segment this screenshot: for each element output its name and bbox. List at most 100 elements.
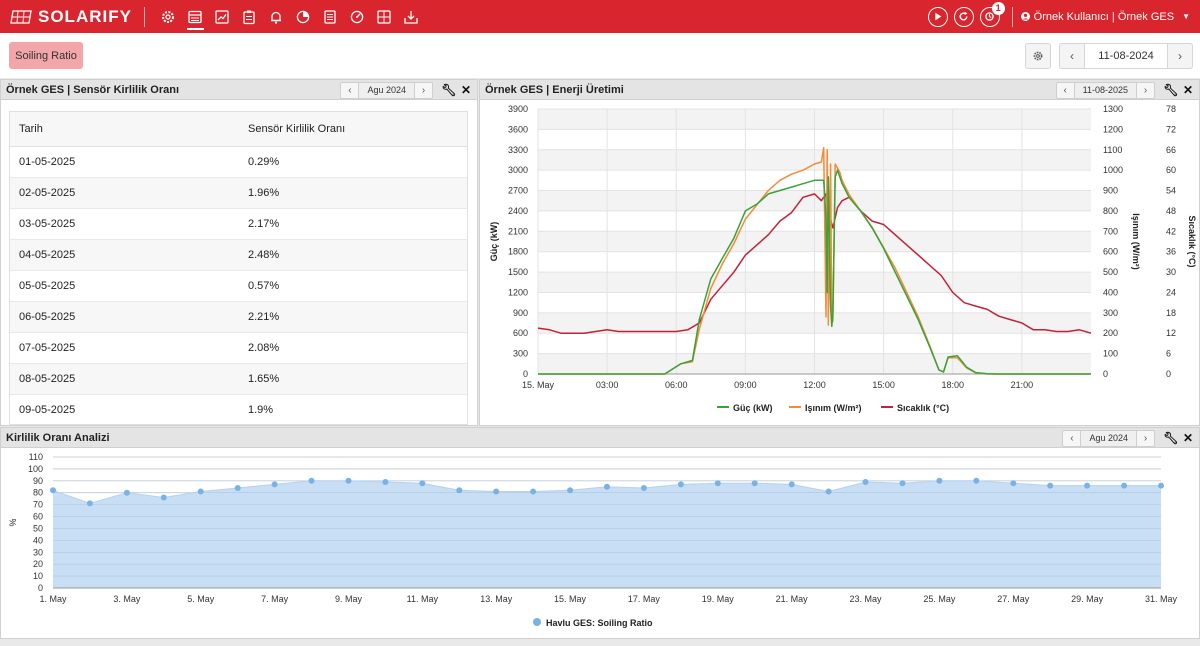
y3-tick-label: 48 [1166,206,1176,216]
y2-tick-label: 500 [1103,267,1118,277]
soiling-analysis-panel: Kirlilik Oranı Analizi ‹ Agu 2024 › 🔧︎ ✕… [0,427,1200,639]
table-row: 07-05-2025 2.08% [10,332,467,364]
solar-panel-logo-icon [10,9,32,24]
wrench-icon[interactable]: 🔧︎ [1163,431,1179,445]
next-period-button[interactable]: › [1143,432,1148,444]
nav-item-clipboard[interactable] [236,0,263,33]
y-axis-title: % [8,518,18,526]
energy-chart: 15. May 03:00 06:00 09:00 12:00 15:00 18:00 21:… [489,104,1197,413]
y2-tick-label: 1100 [1103,145,1122,155]
x-tick-label: 31. May [1145,594,1178,604]
y2-tick-label: 600 [1103,247,1118,257]
grid-icon [377,9,392,24]
data-point [1010,480,1017,487]
date-display[interactable]: 11-08-2024 [1084,44,1168,68]
nav-item-bell[interactable] [263,0,290,33]
next-period-button[interactable]: › [1143,84,1148,96]
inbox-download-icon [404,10,419,24]
y-tick-label: 110 [29,452,43,462]
ratio-cell: 0.29% [239,146,467,178]
period-label[interactable]: Agu 2024 [1080,430,1137,446]
refresh-button[interactable] [953,6,974,27]
y-tick-label: 70 [33,500,43,510]
y3-tick-label: 12 [1166,328,1176,338]
data-point [86,500,93,507]
panel-title: Örnek GES | Sensör Kirlilik Oranı [6,83,180,96]
y-tick-label: 20 [33,559,43,569]
trend-chart-icon [215,9,230,24]
sensor-soiling-panel: Örnek GES | Sensör Kirlilik Oranı ‹ Agu … [0,79,478,426]
x-tick-label: 15. May [554,594,587,604]
play-button[interactable] [927,6,948,27]
y-tick-label: 3600 [508,124,528,134]
nav-item-inbox-download[interactable] [398,0,425,33]
notification-badge: 1 [991,1,1005,15]
y3-tick-label: 66 [1166,145,1176,155]
nav-divider [143,6,145,27]
table-body: 01-05-2025 0.29% 02-05-2025 1.96% 03-05-2025… [10,146,467,424]
data-point [197,488,204,495]
wrench-icon[interactable]: 🔧︎ [441,83,457,97]
series-line [538,169,1091,375]
next-date-button[interactable]: › [1178,49,1182,63]
data-point [604,483,610,490]
period-label[interactable]: Agu 2024 [358,82,415,98]
prev-period-button[interactable]: ‹ [348,84,352,96]
bell-icon [271,11,282,24]
x-tick-label: 19. May [702,594,735,604]
prev-period-button[interactable]: ‹ [1063,84,1067,96]
y-axis-title: Güç (kW) [489,222,499,262]
brand-logo[interactable]: SOLARIFY [10,0,132,33]
nav-item-trend-chart[interactable] [209,0,236,33]
brand-name: SOLARIFY [38,6,132,26]
caret-down-icon: ▼ [1182,12,1190,21]
x-tick-label: 18:00 [941,380,964,390]
y-tick-label: 1800 [508,247,528,257]
notifications-button[interactable]: 1 [979,1,1005,27]
soiling-ratio-button[interactable]: Soiling Ratio [9,42,83,69]
x-tick-label: 5. May [187,594,215,604]
nav-item-dashboard[interactable] [182,0,209,33]
close-icon[interactable]: ✕ [1182,431,1194,445]
x-tick-label: 7. May [261,594,289,604]
user-icon [1020,12,1030,21]
nav-item-pie-chart[interactable] [290,0,317,33]
nav-item-checklist[interactable] [317,0,344,33]
y-tick-label: 300 [513,349,528,359]
data-point [1047,482,1054,489]
nav-item-grid[interactable] [371,0,398,33]
nav-item-settings[interactable] [155,0,182,33]
data-point [1084,482,1091,489]
close-icon[interactable]: ✕ [460,83,472,97]
series-line [537,193,1092,334]
x-tick-label: 9. May [335,594,363,604]
toolbar: Soiling Ratio ‹ 11-08-2024 › [0,33,1200,78]
date-cell: 05-05-2025 [10,270,239,302]
prev-period-button[interactable]: ‹ [1070,432,1074,444]
y3-tick-label: 30 [1166,267,1176,277]
y2-tick-label: 1000 [1103,165,1123,175]
y3-tick-label: 78 [1166,104,1176,114]
date-cell: 09-05-2025 [10,394,239,424]
y2-tick-label: 200 [1103,328,1118,338]
table-row: 08-05-2025 1.65% [10,363,467,395]
legend-label: Havlu GES: Soiling Ratio [546,618,653,628]
x-tick-label: 15. May [522,380,555,390]
y-tick-label: 600 [513,328,528,338]
column-header-ratio[interactable]: Sensör Kirlilik Oranı [239,112,467,147]
y-tick-label: 1200 [508,287,528,297]
column-header-date[interactable]: Tarih [10,112,239,147]
period-label[interactable]: 11-08-2025 [1073,82,1137,98]
user-menu[interactable]: Örnek Kullanıcı | Örnek GES ▼ [1020,11,1190,23]
close-icon[interactable]: ✕ [1182,83,1194,97]
y2-tick-label: 800 [1103,206,1118,216]
table-row: 01-05-2025 0.29% [10,146,467,178]
wrench-icon[interactable]: 🔧︎ [1163,83,1179,97]
prev-date-button[interactable]: ‹ [1070,49,1074,63]
nav-item-gauge[interactable] [344,0,371,33]
settings-button[interactable] [1025,43,1051,69]
next-period-button[interactable]: › [421,84,426,96]
date-cell: 08-05-2025 [10,363,239,395]
x-tick-label: 21. May [776,594,809,604]
period-navigator: ‹ 11-08-2025 › [1055,81,1155,99]
